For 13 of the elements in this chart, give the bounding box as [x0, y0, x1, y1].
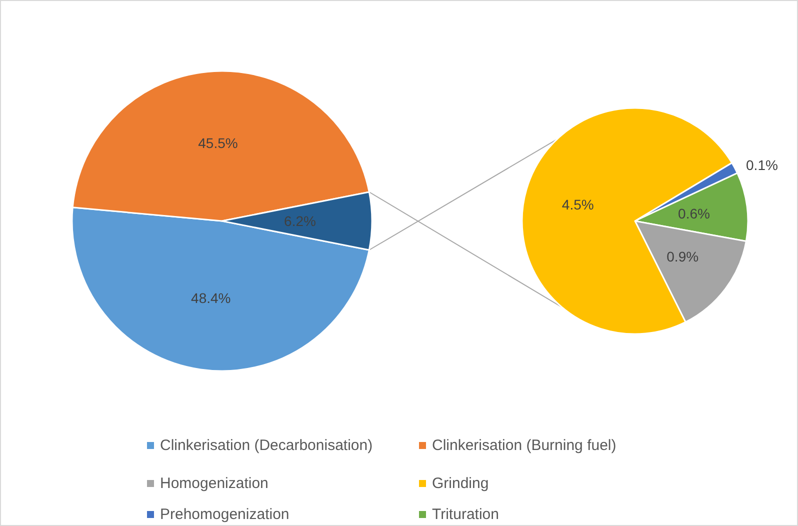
data-label: 6.2% [284, 213, 316, 229]
data-label: 48.4% [191, 290, 231, 306]
data-label: 45.5% [198, 135, 238, 152]
data-label: 0.9% [666, 248, 699, 265]
legend-label: Trituration [432, 506, 499, 523]
data-label: 0.1% [746, 157, 778, 174]
data-label: 4.5% [562, 196, 594, 212]
legend-label: Prehomogenization [160, 506, 290, 523]
legend-label: Clinkerisation (Burning fuel) [432, 437, 616, 454]
legend-label: Grinding [432, 475, 489, 492]
data-label: 0.6% [678, 205, 710, 222]
legend-label: Clinkerisation (Decarbonisation) [160, 437, 373, 454]
legend-label: Homogenization [160, 475, 268, 492]
